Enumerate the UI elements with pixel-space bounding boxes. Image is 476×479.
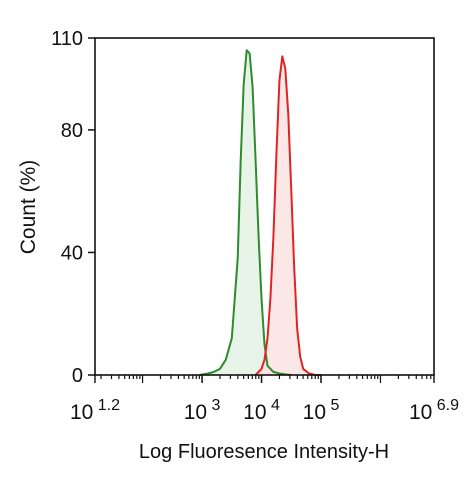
plot-frame (94, 37, 435, 376)
x-tick-label: 10 6.9 (409, 397, 459, 424)
y-axis-label: Count (%) (17, 160, 40, 255)
x-tick-label: 10 4 (243, 397, 280, 424)
x-axis-label: Log Fluoresence Intensity-H (139, 441, 389, 463)
x-tick-label: 10 1.2 (70, 397, 120, 424)
series-1-line (199, 49, 292, 376)
series-1-fill (199, 50, 292, 376)
y-tick-label: 110 (51, 28, 83, 50)
series-lines (199, 49, 321, 376)
series-fills (199, 50, 321, 376)
y-tick-label: 80 (61, 120, 83, 142)
y-tick-label: 40 (61, 242, 83, 264)
y-axis-ticks: 0 40 80 110 (51, 28, 95, 387)
x-tick-label: 10 3 (184, 397, 221, 424)
y-tick-label: 0 (72, 365, 83, 387)
series-2-fill (255, 56, 321, 376)
x-axis-ticks: 10 1.2 10 3 10 4 10 5 10 6.9 (70, 375, 459, 424)
x-tick-label: 10 5 (303, 397, 340, 424)
series-2-line (254, 55, 321, 376)
